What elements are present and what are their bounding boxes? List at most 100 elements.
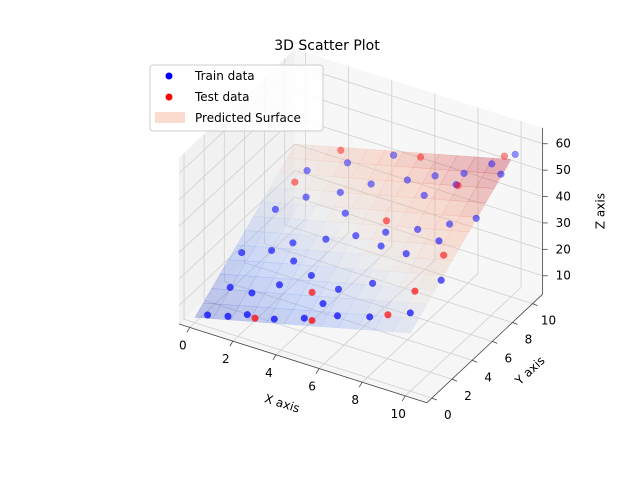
legend-label-surface: Predicted Surface xyxy=(195,111,301,125)
surface-patch xyxy=(407,257,435,275)
surface-patch xyxy=(338,313,366,330)
surface-patch xyxy=(354,284,382,301)
surface-patch xyxy=(352,223,380,241)
test-point xyxy=(382,217,391,225)
surface-patch xyxy=(274,293,302,310)
surface-patch xyxy=(344,238,372,255)
grid-line-z xyxy=(294,90,543,171)
test-point xyxy=(251,314,259,322)
grid-line-z xyxy=(294,64,543,145)
train-point xyxy=(302,193,310,201)
surface-patch xyxy=(333,192,361,209)
surface-patch xyxy=(317,251,345,268)
train-point xyxy=(343,159,352,167)
surface-patch xyxy=(356,314,384,331)
grid-line-y xyxy=(183,318,432,399)
train-point xyxy=(319,300,327,308)
test-point xyxy=(411,287,419,295)
train-point xyxy=(472,214,480,222)
surface-patch xyxy=(389,256,417,273)
train-point xyxy=(307,271,316,280)
surface-patch xyxy=(466,156,494,173)
surface-patch xyxy=(273,263,301,280)
legend-frame xyxy=(149,64,324,132)
surface-patch xyxy=(484,157,512,175)
surface-patch xyxy=(369,194,397,212)
surface-patch xyxy=(351,193,379,210)
surface-patch xyxy=(328,297,356,314)
test-point xyxy=(308,316,316,325)
surface-patch xyxy=(316,221,344,238)
train-point xyxy=(289,239,297,247)
surface-patch xyxy=(279,188,307,205)
x-tick-label: 8 xyxy=(351,393,359,407)
train-point xyxy=(238,249,246,257)
surface-patch xyxy=(396,211,424,229)
grid-line-z xyxy=(294,170,543,250)
surface-patch xyxy=(424,228,452,246)
surface-patch xyxy=(395,181,423,198)
train-point xyxy=(435,237,443,245)
surface-patch xyxy=(387,196,415,213)
surface-patch xyxy=(298,219,326,237)
z-tick-label: 40 xyxy=(556,190,571,204)
grid-line-y xyxy=(244,262,493,342)
surface-patch xyxy=(440,169,468,187)
y-tick-label: 6 xyxy=(504,351,512,365)
surface-patch xyxy=(230,305,258,322)
surface-patch xyxy=(431,184,459,201)
surface-patch xyxy=(304,144,332,162)
y-tick-label: 2 xyxy=(464,389,472,403)
surface-patch xyxy=(327,267,355,284)
test-point xyxy=(337,146,345,154)
grid-line-z xyxy=(178,143,296,254)
surface-patch xyxy=(220,289,248,306)
x-axis-line xyxy=(178,323,427,404)
surface-patch xyxy=(358,148,386,166)
surface-patch xyxy=(457,171,486,188)
surface-patch xyxy=(236,230,264,247)
surface-patch xyxy=(289,204,317,221)
surface-patch xyxy=(318,281,347,298)
train-point xyxy=(226,283,234,292)
y-tick-mark xyxy=(532,303,538,307)
y-tick-mark xyxy=(492,341,498,344)
surface-patch xyxy=(392,317,420,334)
x-tick-mark xyxy=(272,354,277,361)
grid-line-y xyxy=(224,281,473,361)
train-point xyxy=(390,151,398,159)
train-point xyxy=(406,309,414,317)
train-point xyxy=(333,312,342,320)
surface-patch xyxy=(459,201,487,218)
grid-line-x xyxy=(318,259,436,369)
z-tick-label: 30 xyxy=(556,216,571,230)
test-point xyxy=(417,153,425,161)
test-point xyxy=(308,288,316,296)
train-point xyxy=(382,228,390,236)
grid-line-z xyxy=(178,196,296,306)
x-tick-mark xyxy=(358,382,363,388)
grid-line-z xyxy=(294,196,543,277)
surface-patch xyxy=(405,197,433,214)
surface-patch xyxy=(432,214,460,231)
surface-patch xyxy=(247,276,275,293)
x-axis-label: X axis xyxy=(263,391,302,415)
surface-patch xyxy=(326,236,354,254)
surface-patch xyxy=(448,155,476,172)
train-point xyxy=(290,257,298,265)
surface-patch xyxy=(377,180,405,197)
y-axis-label: Y axis xyxy=(512,353,548,388)
surface-patch xyxy=(414,213,442,230)
surface-patch xyxy=(278,158,306,175)
surface-patch xyxy=(475,172,503,189)
z-tick-label: 10 xyxy=(556,269,571,283)
surface-patch xyxy=(314,160,342,177)
x-tick-label: 2 xyxy=(222,352,230,366)
train-point xyxy=(341,209,349,217)
train-point xyxy=(336,188,344,197)
y-tick-label: 4 xyxy=(484,370,492,384)
surface-patch xyxy=(280,218,308,235)
y-tick-label: 10 xyxy=(541,314,556,328)
